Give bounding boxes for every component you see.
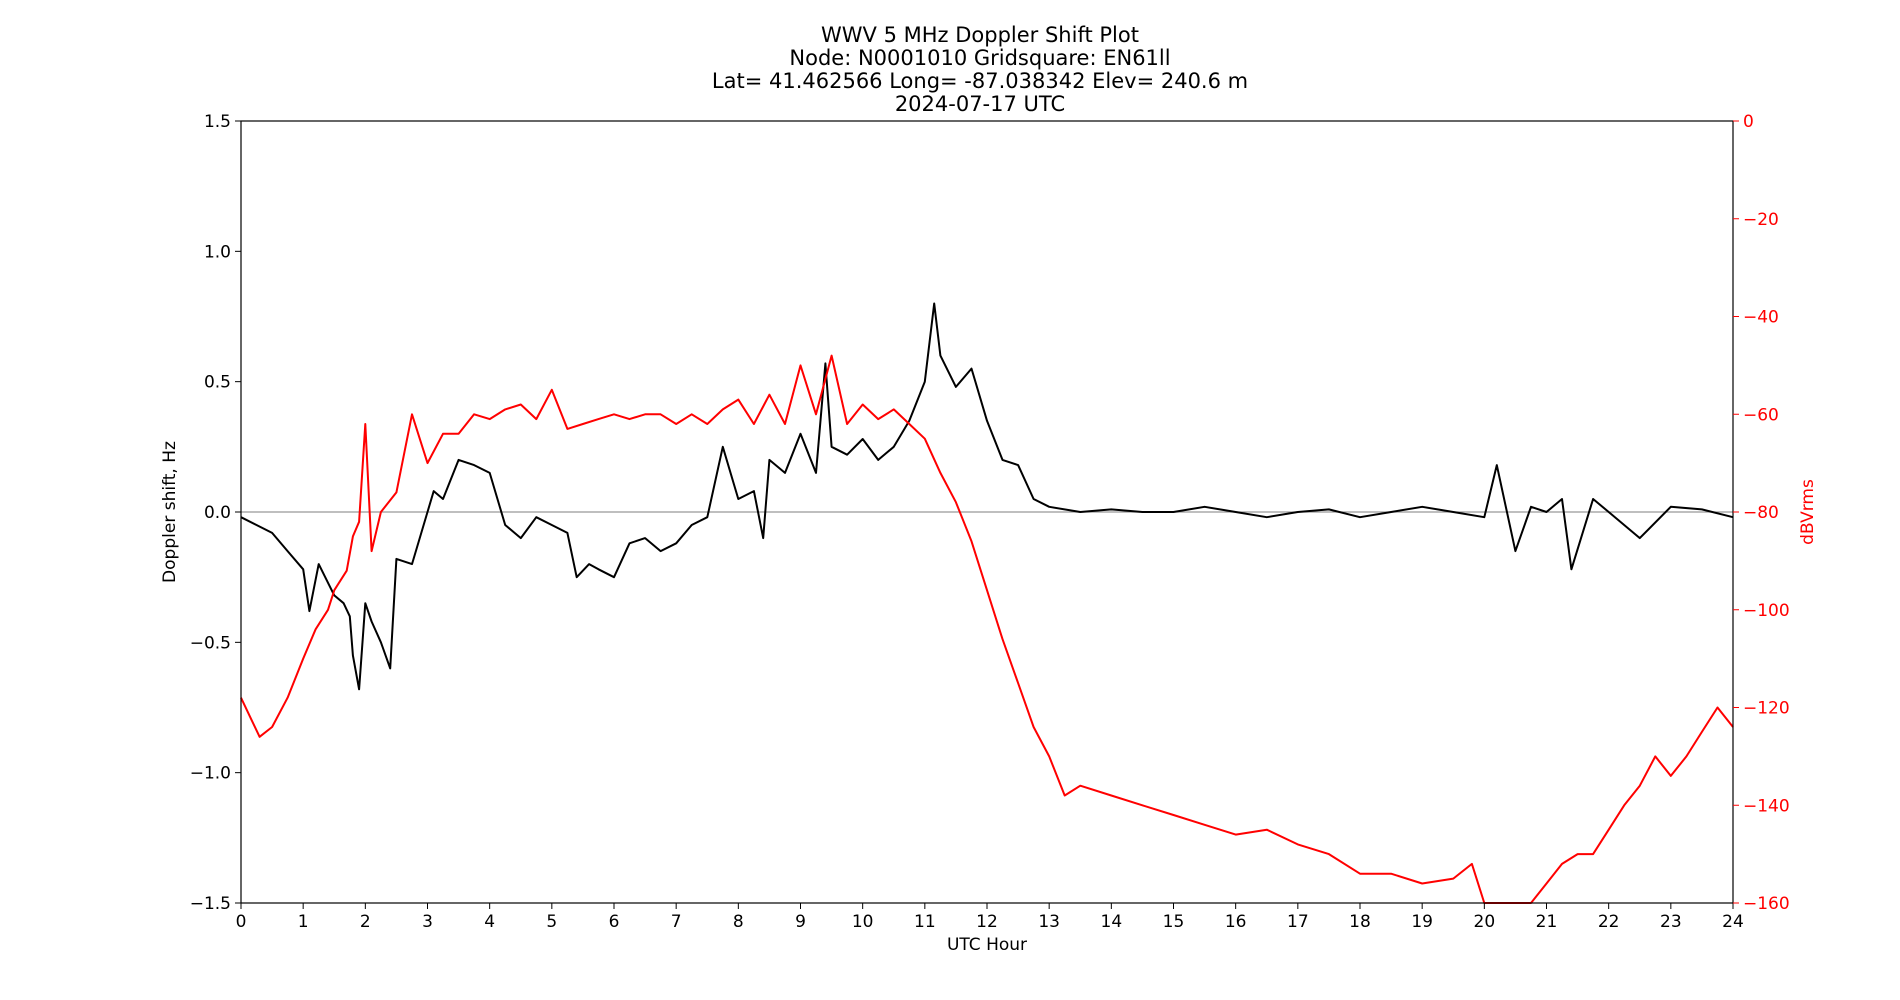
x-tick-label: 21 <box>1536 912 1558 932</box>
series-line-doppler <box>240 302 1734 691</box>
x-tick-label: 23 <box>1660 912 1682 932</box>
y-tick-label: 1.0 <box>204 242 231 262</box>
title-line-4: 2024-07-17 UTC <box>895 92 1065 116</box>
x-tick-label: 10 <box>852 912 874 932</box>
y-tick-label: −1.0 <box>190 764 231 784</box>
y-tick-label: 0.0 <box>204 503 231 523</box>
y-tick-label: 0.5 <box>204 373 231 393</box>
title-line-3: Lat= 41.462566 Long= -87.038342 Elev= 24… <box>712 69 1248 93</box>
y-tick-label: −1.5 <box>190 894 231 914</box>
x-tick-label: 12 <box>976 912 998 932</box>
x-tick-label: 22 <box>1598 912 1620 932</box>
y-right-tick-label: −140 <box>1743 796 1790 816</box>
x-tick-label: 17 <box>1287 912 1309 932</box>
x-tick-label: 1 <box>298 912 309 932</box>
y-right-tick-label: 0 <box>1743 112 1754 132</box>
series-line-power <box>240 354 1734 904</box>
y-right-tick-label: −120 <box>1743 699 1790 719</box>
y-right-tick-label: −20 <box>1743 210 1779 230</box>
y-right-tick-label: −40 <box>1743 308 1779 328</box>
x-tick-label: 13 <box>1038 912 1060 932</box>
x-tick-label: 20 <box>1474 912 1496 932</box>
x-axis: 0 1 2 3 4 5 6 7 8 9 10 11 12 13 14 15 16 17 18 19 20 21 22 23 24 <box>236 903 1744 932</box>
x-tick-label: 4 <box>484 912 495 932</box>
x-tick-label: 19 <box>1411 912 1433 932</box>
x-tick-label: 5 <box>546 912 557 932</box>
y-axis-right-label: dBVrms <box>1798 479 1818 545</box>
x-tick-label: 6 <box>609 912 620 932</box>
x-tick-label: 18 <box>1349 912 1371 932</box>
x-tick-label: 3 <box>422 912 433 932</box>
x-tick-label: 14 <box>1101 912 1123 932</box>
y-right-tick-label: −60 <box>1743 405 1779 425</box>
y-right-tick-label: −160 <box>1743 894 1790 914</box>
x-tick-label: 16 <box>1225 912 1247 932</box>
x-tick-label: 8 <box>733 912 744 932</box>
x-tick-label: 2 <box>360 912 371 932</box>
y-right-tick-label: −100 <box>1743 601 1790 621</box>
x-tick-label: 7 <box>671 912 682 932</box>
title-line-1: WWV 5 MHz Doppler Shift Plot <box>821 23 1139 47</box>
x-tick-label: 9 <box>795 912 806 932</box>
y-axis-left: 1.5 1.0 0.5 0.0 −0.5 −1.0 −1.5 <box>190 112 241 914</box>
x-tick-label: 15 <box>1163 912 1185 932</box>
series-group <box>240 302 1734 904</box>
x-axis-label: UTC Hour <box>947 935 1027 955</box>
y-axis-right: 0 −20 −40 −60 −80 −100 −120 −140 −160 <box>1733 112 1790 914</box>
y-tick-label: 1.5 <box>204 112 231 132</box>
y-axis-label: Doppler shift, Hz <box>160 441 180 583</box>
chart-title: WWV 5 MHz Doppler Shift Plot Node: N0001… <box>712 23 1248 116</box>
x-tick-label: 24 <box>1722 912 1744 932</box>
title-line-2: Node: N0001010 Gridsquare: EN61ll <box>789 46 1170 70</box>
y-tick-label: −0.5 <box>190 633 231 653</box>
y-right-tick-label: −80 <box>1743 503 1779 523</box>
x-tick-label: 0 <box>236 912 247 932</box>
x-tick-label: 11 <box>914 912 936 932</box>
